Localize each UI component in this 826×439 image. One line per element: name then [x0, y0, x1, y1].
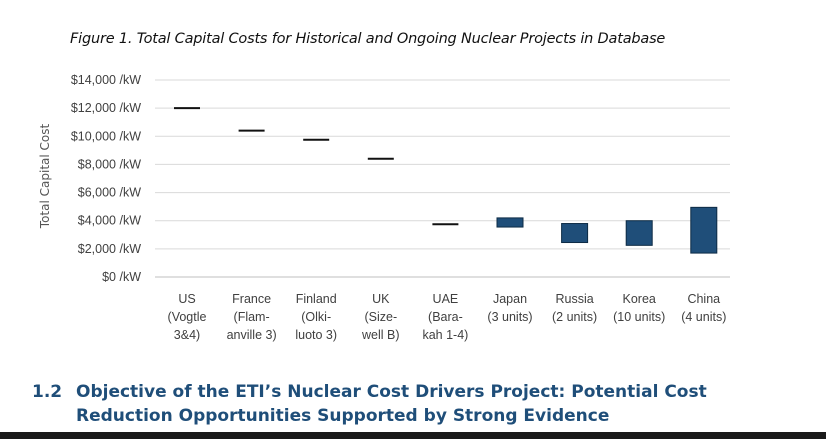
x-tick-label: (Size- [364, 310, 397, 324]
y-tick-label: $10,000 /kW [71, 129, 141, 143]
x-tick-label: (10 units) [613, 310, 665, 324]
x-tick-label: (Vogtle [168, 310, 207, 324]
x-tick-label: kah 1-4) [422, 328, 468, 342]
x-tick-label: Finland [296, 292, 337, 306]
x-tick-label: (3 units) [487, 310, 532, 324]
x-tick-label: (Flam- [234, 310, 270, 324]
y-tick-label: $8,000 /kW [78, 157, 141, 171]
y-tick-label: $14,000 /kW [71, 73, 141, 87]
y-tick-label: $2,000 /kW [78, 242, 141, 256]
y-axis-tick-labels: $0 /kW $2,000 /kW $4,000 /kW $6,000 /kW $8,0… [71, 73, 141, 284]
x-tick-label: (Bara- [428, 310, 463, 324]
x-tick-label: US [178, 292, 195, 306]
x-tick-label: (4 units) [681, 310, 726, 324]
x-tick-label: luoto 3) [295, 328, 337, 342]
x-tick-label: 3&4) [174, 328, 200, 342]
y-axis-label: Total Capital Cost [38, 124, 52, 230]
bottom-border [0, 432, 826, 439]
x-tick-label: (Olki- [301, 310, 331, 324]
x-tick-label: (2 units) [552, 310, 597, 324]
figure-title: Figure 1. Total Capital Costs for Histor… [70, 31, 666, 47]
capital-cost-chart: $0 /kW $2,000 /kW $4,000 /kW $6,000 /kW $8,0… [38, 73, 730, 342]
x-tick-label: France [232, 292, 271, 306]
x-tick-label: Japan [493, 292, 527, 306]
x-tick-label: well B) [361, 328, 400, 342]
y-tick-label: $0 /kW [102, 270, 141, 284]
grid-lines [155, 79, 730, 278]
x-tick-label: Russia [555, 292, 593, 306]
x-tick-label: UK [372, 292, 390, 306]
y-tick-label: $12,000 /kW [71, 101, 141, 115]
x-tick-label: anville 3) [227, 328, 277, 342]
cost-bar [496, 217, 524, 228]
section-title-line1: Objective of the ETI’s Nuclear Cost Driv… [76, 382, 707, 402]
x-tick-label: Korea [623, 292, 656, 306]
cost-bar [625, 220, 653, 246]
section-title-line2: Reduction Opportunities Supported by Str… [76, 406, 610, 426]
cost-bar [561, 223, 589, 244]
y-tick-label: $6,000 /kW [78, 186, 141, 200]
x-tick-label: UAE [433, 292, 459, 306]
section-number: 1.2 [32, 382, 63, 402]
section-heading: 1.2 Objective of the ETI’s Nuclear Cost D… [32, 380, 707, 428]
cost-bar [690, 206, 718, 254]
y-tick-label: $4,000 /kW [78, 214, 141, 228]
x-axis-category-labels: US (Vogtle 3&4) France (Flam-anville 3) Finla… [168, 292, 727, 342]
cost-range-bars [174, 107, 718, 254]
x-tick-label: China [687, 292, 720, 306]
